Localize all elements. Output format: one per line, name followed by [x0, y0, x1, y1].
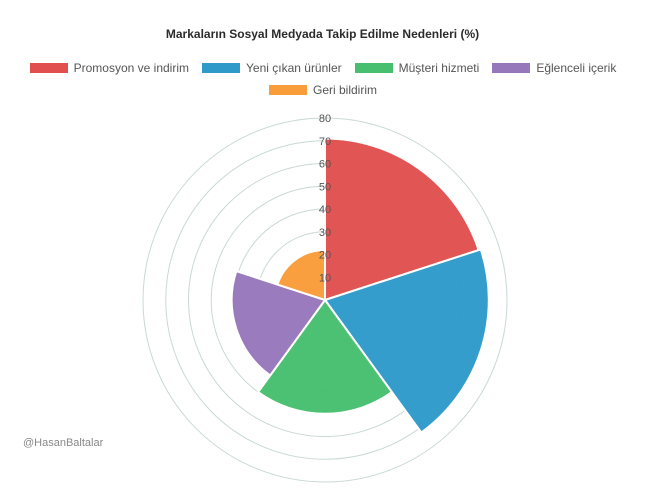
- legend-label: Geri bildirim: [312, 83, 377, 97]
- legend-label: Promosyon ve indirim: [73, 61, 189, 75]
- polar-wedge-3[interactable]: [256, 298, 394, 415]
- radial-tick-label: 80: [319, 113, 331, 125]
- radial-tick-label: 50: [319, 181, 331, 193]
- legend-swatch: [353, 62, 394, 74]
- grid-ring: [142, 117, 508, 483]
- legend-item-yeni-urunler[interactable]: Yeni çıkan ürünler: [201, 61, 342, 75]
- polar-wedge-1[interactable]: [324, 137, 480, 302]
- radial-tick-label: 20: [319, 250, 331, 262]
- radial-tick-label: 70: [319, 136, 331, 148]
- legend-row-2: Geri bildirim: [0, 81, 645, 99]
- legend-item-musteri-hizmeti[interactable]: Müşteri hizmeti: [353, 61, 480, 75]
- legend-swatch: [201, 62, 241, 74]
- chart-title: Markaların Sosyal Medyada Takip Edilme N…: [165, 27, 480, 41]
- legend-row-1: Promosyon ve indirim Yeni çıkan ürünler …: [0, 59, 645, 77]
- legend-label: Müşteri hizmeti: [398, 61, 480, 75]
- radial-tick-label: 30: [319, 227, 331, 239]
- polar-wedge-5[interactable]: [276, 248, 326, 302]
- legend-label: Eğlenceli içerik: [536, 61, 617, 75]
- polar-wedge-2[interactable]: [323, 248, 490, 434]
- radial-tick-label: 40: [319, 204, 331, 216]
- legend-swatch: [267, 84, 308, 96]
- polar-wedge-4[interactable]: [230, 269, 327, 377]
- legend-label: Yeni çıkan ürünler: [246, 61, 342, 75]
- legend-item-promosyon[interactable]: Promosyon ve indirim: [28, 61, 189, 75]
- legend-item-eglenceli-icerik[interactable]: Eğlenceli içerik: [491, 61, 616, 75]
- credit-text: @HasanBaltalar: [23, 437, 104, 449]
- legend-item-geri-bildirim[interactable]: Geri bildirim: [267, 83, 377, 97]
- legend-swatch: [491, 62, 532, 74]
- chart-legend: Promosyon ve indirim Yeni çıkan ürünler …: [0, 59, 645, 103]
- legend-swatch: [28, 62, 69, 74]
- radial-tick-label: 10: [319, 272, 331, 284]
- radial-tick-label: 60: [319, 159, 331, 171]
